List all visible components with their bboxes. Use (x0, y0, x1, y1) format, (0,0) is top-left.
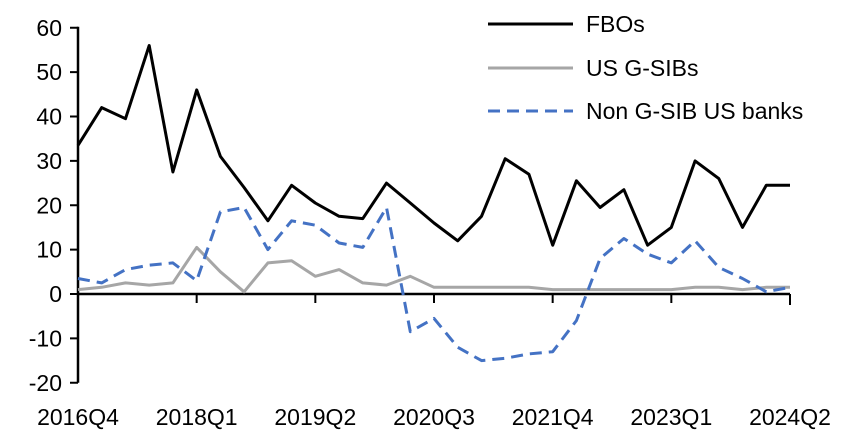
series-line-us-g-sibs (77, 245, 790, 294)
x-tick-label: 2024Q2 (749, 404, 831, 430)
y-tick-label: 50 (36, 59, 62, 85)
x-tick-label: 2019Q2 (274, 404, 356, 430)
legend-label: Non G-SIB US banks (586, 98, 803, 124)
legend-label: US G-SIBs (586, 55, 698, 81)
y-tick-label: 0 (49, 281, 62, 307)
series-lines (76, 44, 791, 363)
x-axis: 2016Q4 2018Q1 2019Q2 2020Q3 2021Q4 2023Q1 2024… (37, 292, 831, 430)
x-tick-label: 2018Q1 (156, 404, 238, 430)
x-tick-label: 2016Q4 (37, 404, 119, 430)
y-tick-label: 40 (36, 104, 62, 130)
y-tick-label: 10 (36, 237, 62, 263)
y-tick-label: 20 (36, 192, 62, 218)
y-axis: 60 50 40 30 20 10 0 -10 -20 (29, 15, 80, 396)
y-tick-label: 60 (36, 15, 62, 41)
x-tick-label: 2021Q4 (512, 404, 594, 430)
x-tick-label: 2023Q1 (630, 404, 712, 430)
legend-label: FBOs (586, 11, 645, 37)
series-line-non-g-sib-us-banks (77, 206, 791, 363)
x-tick-label: 2020Q3 (393, 404, 475, 430)
y-tick-label: -20 (29, 370, 62, 396)
y-tick-label: -10 (29, 325, 62, 351)
series-line-fbos (76, 44, 790, 247)
legend: FBOs US G-SIBs Non G-SIB US banks (488, 11, 803, 124)
y-tick-label: 30 (36, 148, 62, 174)
